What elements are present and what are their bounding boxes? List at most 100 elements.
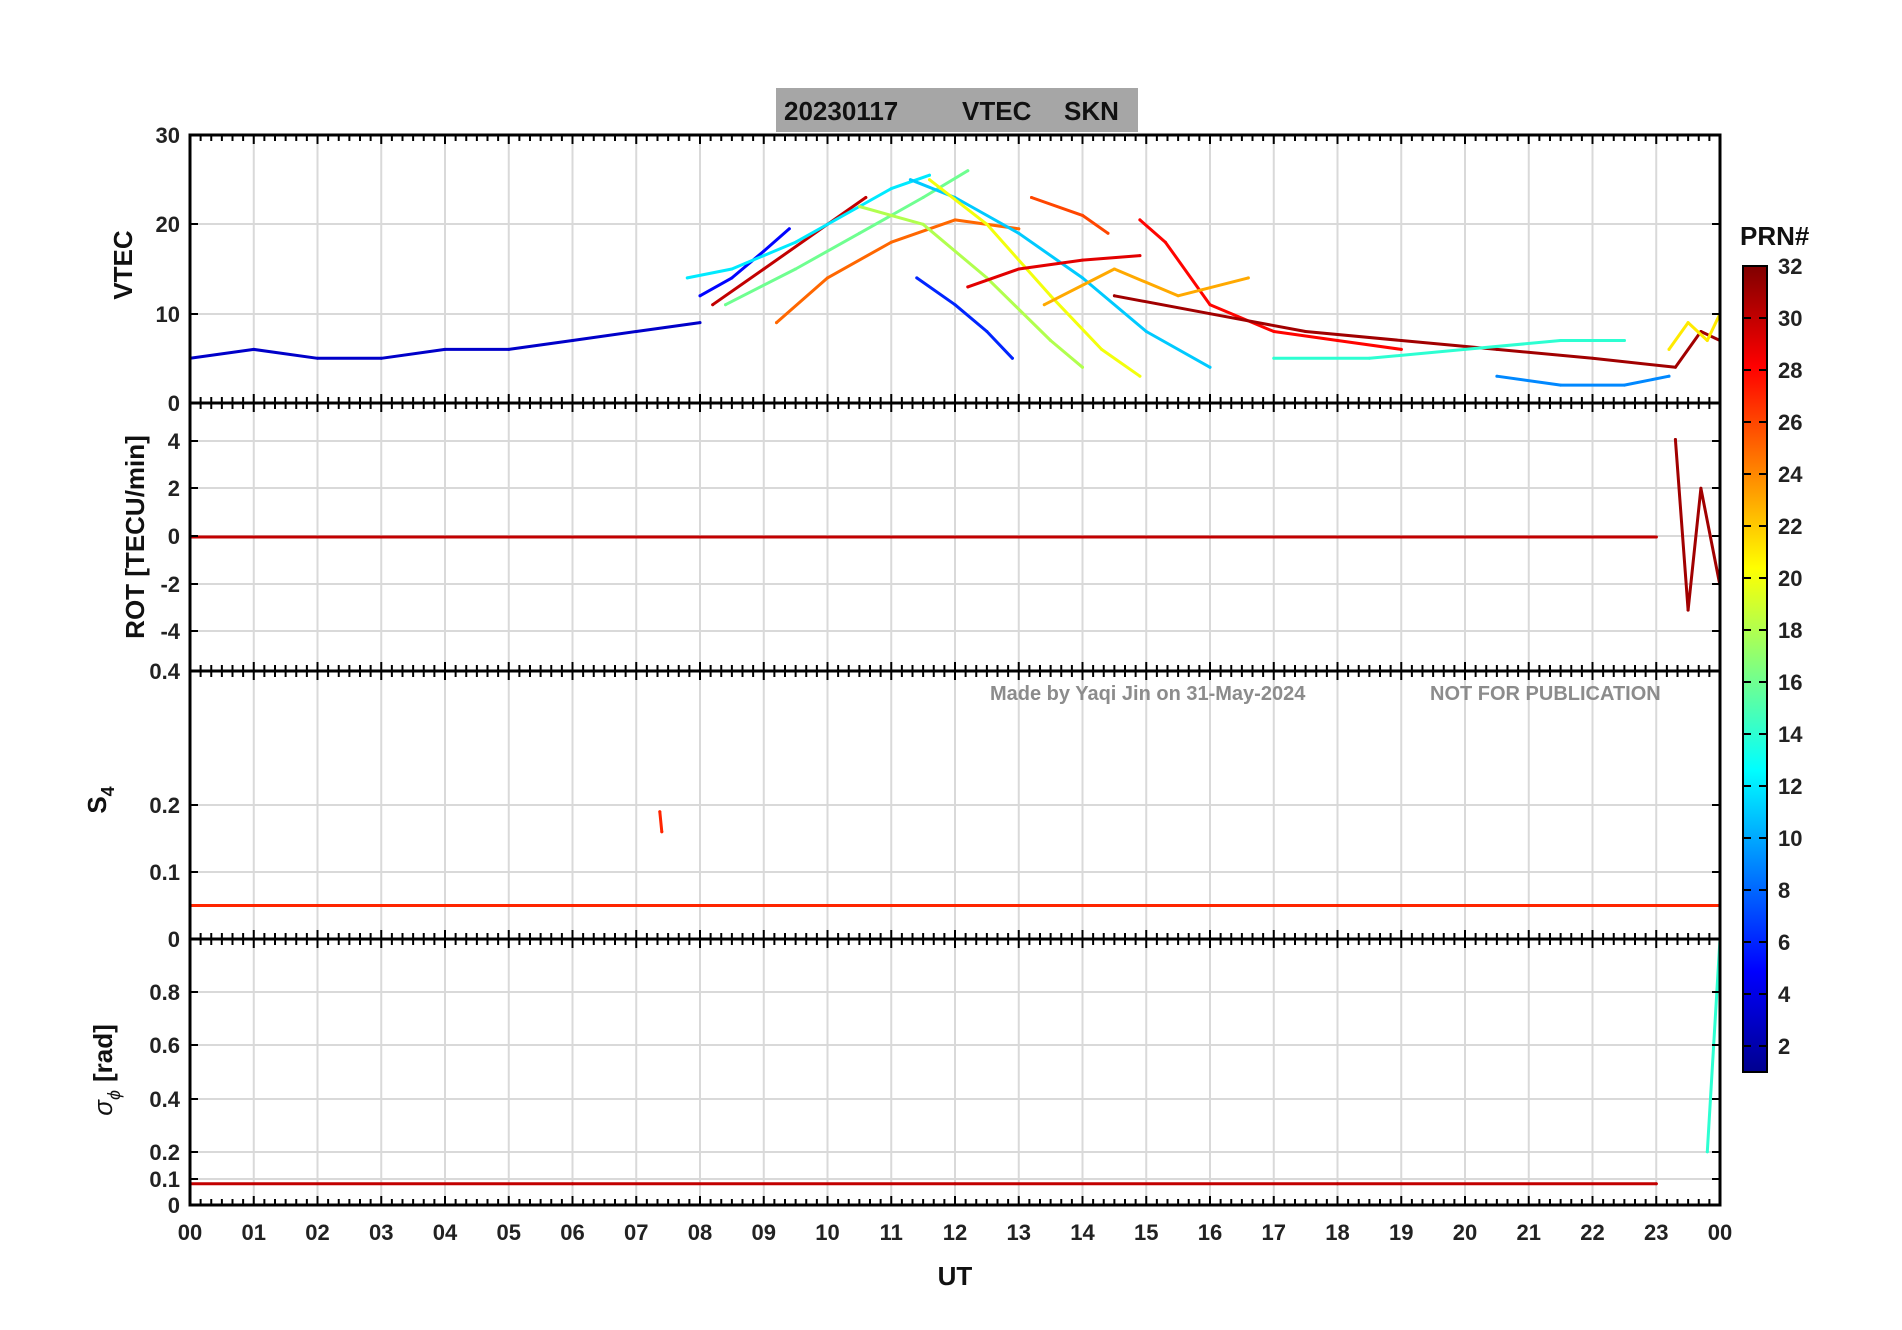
vtec-data-point [1112, 267, 1116, 271]
vtec-data-point [1495, 374, 1499, 378]
vtec-series-line [685, 173, 931, 280]
vtec-data-point [1246, 276, 1250, 280]
sigma-data-point [571, 1182, 574, 1186]
s4-label-sub: 4 [98, 786, 118, 796]
sigma-label-unit: [rad] [88, 1024, 118, 1082]
x-tick-label: 13 [1007, 1220, 1031, 1245]
vtec-data-point [889, 187, 893, 191]
vtec-data-point [1081, 365, 1084, 369]
vtec-data-point [864, 196, 868, 199]
rot-data-point [1699, 486, 1703, 490]
rot-data-point [953, 535, 957, 539]
vtec-data-point [316, 356, 319, 360]
vtec-data-point [685, 276, 689, 280]
vtec-data-point [724, 303, 727, 307]
vtec-data-point [1463, 347, 1467, 351]
rot-data-point [1686, 608, 1690, 612]
watermark-notice: NOT FOR PUBLICATION [1430, 683, 1661, 705]
x-tick-label: 22 [1580, 1220, 1604, 1245]
rot-data-point [1208, 535, 1212, 539]
vtec-data-point [571, 339, 574, 342]
axes-frames [188, 133, 1722, 1207]
vtec-data-point [794, 267, 798, 271]
title-date: 20230117 [784, 96, 898, 126]
vtec-data-point [634, 330, 638, 333]
vtec-data-point [730, 276, 734, 280]
x-axis-label: UT [938, 1261, 973, 1291]
vtec-data-point [953, 218, 957, 222]
sigma-y-tick-label: 0.4 [149, 1087, 180, 1112]
x-tick-label: 16 [1198, 1220, 1222, 1245]
vtec-data-point [379, 356, 383, 360]
x-tick-label: 08 [688, 1220, 712, 1245]
x-tick-label: 15 [1134, 1220, 1158, 1245]
x-tick-label: 18 [1325, 1220, 1349, 1245]
colorbar [1742, 265, 1768, 1073]
sigma-data-point [1705, 1150, 1709, 1154]
sigma-axis-label: σϕ [rad] [88, 1024, 124, 1115]
vtec-series-line [1030, 196, 1110, 235]
vtec-data-point [908, 178, 912, 182]
x-tick-label: 04 [433, 1220, 458, 1245]
colorbar-tick-label: 12 [1778, 774, 1802, 799]
x-tick-label: 00 [178, 1220, 202, 1245]
rot-axis-label: ROT [TECU/min] [120, 435, 150, 639]
vtec-data-point [1100, 347, 1104, 351]
axis-ticks: 0102030-4-202400.10.20.400.10.20.40.60.8… [149, 123, 1732, 1245]
s4-y-tick-label: 0.2 [149, 793, 180, 818]
vtec-data-point [1081, 276, 1084, 280]
colorbar-tick-label: 24 [1778, 462, 1803, 487]
vtec-data-point [1559, 339, 1563, 342]
vtec-axis-label: VTEC [108, 230, 138, 300]
vtec-data-point [1144, 330, 1148, 333]
vtec-data-point [1138, 254, 1142, 258]
colorbar-tick-label: 18 [1778, 618, 1802, 643]
vtec-data-point [966, 285, 970, 289]
vtec-data-point [794, 240, 798, 244]
vtec-data-point [1591, 356, 1594, 360]
rot-y-tick-label: 4 [168, 429, 181, 454]
colorbar-tick-label: 16 [1778, 670, 1802, 695]
vtec-series-line [928, 178, 1142, 378]
vtec-data-point [1272, 356, 1276, 360]
vtec-data-point [1272, 330, 1276, 333]
x-tick-label: 23 [1644, 1220, 1668, 1245]
sigma-data-point [1336, 1182, 1339, 1186]
s4-axis-label: S4 [82, 786, 118, 813]
vtec-series-line [698, 227, 791, 298]
vtec-data-point [1030, 196, 1033, 199]
sigma-y-tick-label: 0.8 [149, 980, 180, 1005]
x-tick-label: 19 [1389, 1220, 1413, 1245]
vtec-data-point [1304, 330, 1308, 333]
vtec-data-point [711, 303, 715, 307]
vtec-data-point [1336, 339, 1339, 342]
colorbar-tick-label: 14 [1778, 722, 1803, 747]
rot-data-point [1463, 535, 1467, 539]
vtec-data-point [1622, 383, 1626, 387]
watermark-author: Made by Yaqi Jin on 31-May-2024 [990, 683, 1306, 705]
colorbar-tick-label: 6 [1778, 930, 1790, 955]
vtec-data-point [762, 267, 766, 271]
s4-data-point [658, 810, 662, 814]
vtec-data-point [953, 303, 957, 307]
vtec-data-point [857, 205, 861, 208]
vtec-data-point [826, 276, 829, 280]
vtec-series-group [190, 169, 1720, 387]
x-tick-label: 21 [1517, 1220, 1541, 1245]
x-tick-label: 14 [1070, 1220, 1095, 1245]
vtec-data-point [928, 178, 931, 182]
sigma-label-sub: ϕ [104, 1090, 124, 1100]
vtec-data-point [698, 294, 702, 298]
vtec-series-line [1112, 294, 1720, 369]
rot-data-point [443, 535, 447, 539]
vtec-data-point [443, 347, 447, 351]
vtec-data-point [1049, 294, 1053, 298]
sigma-y-tick-label: 0.1 [149, 1167, 180, 1192]
vtec-data-point [915, 276, 919, 280]
vtec-series-line [966, 254, 1142, 289]
rot-series-line [1673, 438, 1720, 612]
colorbar-tick-label: 22 [1778, 514, 1802, 539]
s4-label-main: S [82, 796, 112, 813]
